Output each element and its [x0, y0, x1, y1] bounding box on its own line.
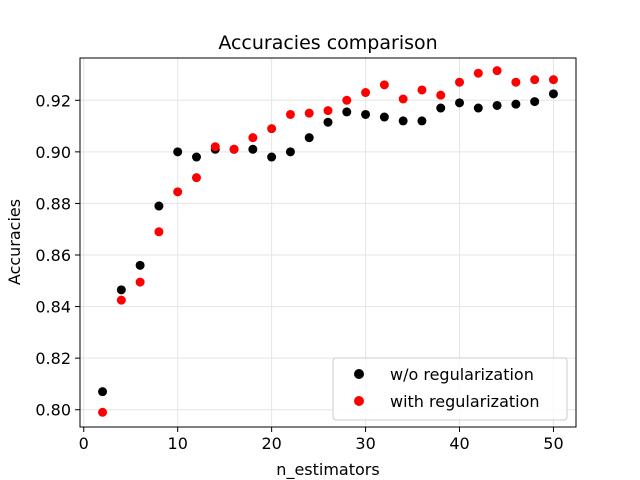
point-without-regularization: [530, 97, 540, 107]
point-with-regularization: [455, 77, 465, 87]
y-tick-label: 0.88: [35, 194, 71, 213]
point-with-regularization: [342, 95, 352, 105]
y-tick-label: 0.86: [35, 246, 71, 265]
point-without-regularization: [436, 103, 446, 113]
point-with-regularization: [248, 133, 258, 143]
y-tick-label: 0.90: [35, 143, 71, 162]
point-without-regularization: [511, 99, 521, 109]
point-without-regularization: [98, 387, 108, 397]
point-with-regularization: [267, 124, 277, 134]
point-with-regularization: [492, 66, 502, 76]
point-without-regularization: [342, 107, 352, 117]
point-without-regularization: [361, 109, 371, 119]
point-without-regularization: [135, 260, 145, 270]
x-tick-label: 30: [355, 434, 375, 453]
y-tick-label: 0.82: [35, 349, 71, 368]
legend: w/o regularization with regularization: [332, 357, 568, 421]
legend-marker-without-regularization: [354, 369, 364, 379]
chart-title: Accuracies comparison: [218, 32, 437, 54]
point-without-regularization: [492, 100, 502, 110]
x-tick-label: 50: [543, 434, 563, 453]
point-with-regularization: [417, 85, 427, 95]
point-without-regularization: [398, 116, 408, 126]
plot-frame: [79, 57, 577, 428]
x-tick-label: 10: [168, 434, 188, 453]
point-with-regularization: [154, 227, 164, 237]
x-tick-label: 40: [449, 434, 469, 453]
point-with-regularization: [398, 94, 408, 104]
point-with-regularization: [361, 88, 371, 98]
point-without-regularization: [379, 112, 389, 122]
point-without-regularization: [417, 116, 427, 126]
point-with-regularization: [379, 80, 389, 90]
point-with-regularization: [473, 68, 483, 78]
point-without-regularization: [267, 152, 277, 162]
point-with-regularization: [304, 108, 314, 118]
point-without-regularization: [473, 103, 483, 113]
x-tick-label: 20: [261, 434, 281, 453]
point-with-regularization: [530, 75, 540, 85]
point-without-regularization: [116, 285, 126, 295]
point-with-regularization: [173, 187, 183, 197]
legend-marker-with-regularization: [354, 396, 364, 406]
data-points: [98, 66, 558, 417]
point-with-regularization: [548, 75, 558, 85]
point-without-regularization: [323, 117, 333, 127]
point-without-regularization: [304, 133, 314, 143]
axis-ticks: 0 10 20 30 40 50 0.80 0.82 0.84 0.86 0.88 0.90 0.92: [35, 91, 563, 453]
point-with-regularization: [210, 142, 220, 152]
legend-box: [332, 357, 568, 421]
point-with-regularization: [285, 109, 295, 119]
point-with-regularization: [98, 407, 108, 417]
legend-label-with-regularization: with regularization: [390, 392, 540, 411]
point-with-regularization: [511, 77, 521, 87]
point-without-regularization: [548, 89, 558, 99]
point-without-regularization: [154, 201, 164, 211]
point-with-regularization: [436, 90, 446, 100]
point-without-regularization: [285, 147, 295, 157]
point-with-regularization: [191, 173, 201, 183]
point-with-regularization: [229, 144, 239, 154]
grid: [80, 58, 576, 427]
point-without-regularization: [248, 144, 258, 154]
point-with-regularization: [323, 106, 333, 116]
point-without-regularization: [173, 147, 183, 157]
y-tick-label: 0.84: [35, 298, 71, 317]
point-with-regularization: [116, 295, 126, 305]
point-without-regularization: [455, 98, 465, 108]
point-with-regularization: [135, 277, 145, 287]
x-tick-label: 0: [79, 434, 89, 453]
point-without-regularization: [191, 152, 201, 162]
y-tick-label: 0.92: [35, 91, 71, 110]
legend-label-without-regularization: w/o regularization: [390, 365, 534, 384]
y-tick-label: 0.80: [35, 401, 71, 420]
y-axis-label: Accuracies: [5, 199, 24, 285]
x-axis-label: n_estimators: [276, 460, 379, 480]
